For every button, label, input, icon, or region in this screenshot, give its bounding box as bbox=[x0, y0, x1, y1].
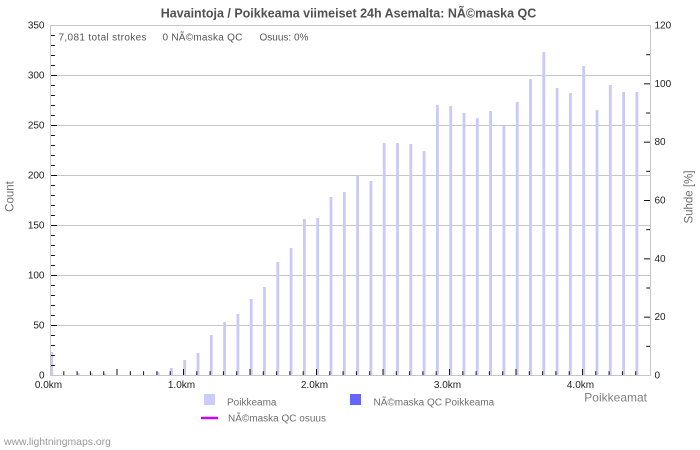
svg-text:0.0km: 0.0km bbox=[35, 380, 62, 391]
svg-text:NÃ©maska QC Poikkeama: NÃ©maska QC Poikkeama bbox=[374, 396, 495, 409]
svg-text:0: 0 bbox=[655, 371, 661, 382]
svg-text:60: 60 bbox=[655, 196, 667, 207]
svg-text:0 NÃ©maska QC: 0 NÃ©maska QC bbox=[163, 31, 243, 44]
svg-text:40: 40 bbox=[655, 254, 667, 265]
svg-text:300: 300 bbox=[28, 71, 45, 82]
svg-text:250: 250 bbox=[28, 121, 45, 132]
svg-text:www.lightningmaps.org: www.lightningmaps.org bbox=[3, 437, 111, 448]
svg-text:Poikkeamat: Poikkeamat bbox=[584, 391, 647, 405]
svg-text:80: 80 bbox=[655, 137, 667, 148]
svg-text:120: 120 bbox=[655, 21, 672, 32]
svg-text:Poikkeama: Poikkeama bbox=[227, 398, 277, 409]
svg-text:Osuus: 0%: Osuus: 0% bbox=[260, 33, 309, 44]
svg-text:Havaintoja / Poikkeama viimeis: Havaintoja / Poikkeama viimeiset 24h Ase… bbox=[161, 6, 537, 21]
svg-text:0: 0 bbox=[39, 371, 45, 382]
svg-text:100: 100 bbox=[28, 271, 45, 282]
svg-text:200: 200 bbox=[28, 171, 45, 182]
svg-text:4.0km: 4.0km bbox=[567, 380, 594, 391]
svg-text:Suhde [%]: Suhde [%] bbox=[683, 170, 695, 223]
svg-text:100: 100 bbox=[655, 79, 672, 90]
svg-text:2.0km: 2.0km bbox=[301, 380, 328, 391]
svg-text:150: 150 bbox=[28, 221, 45, 232]
svg-text:7,081 total strokes: 7,081 total strokes bbox=[59, 33, 147, 44]
svg-text:NÃ©maska QC osuus: NÃ©maska QC osuus bbox=[228, 412, 326, 425]
svg-text:50: 50 bbox=[33, 321, 45, 332]
svg-text:350: 350 bbox=[28, 21, 45, 32]
svg-text:20: 20 bbox=[655, 312, 667, 323]
svg-text:1.0km: 1.0km bbox=[168, 380, 195, 391]
svg-text:Count: Count bbox=[5, 180, 17, 211]
svg-text:3.0km: 3.0km bbox=[434, 380, 461, 391]
